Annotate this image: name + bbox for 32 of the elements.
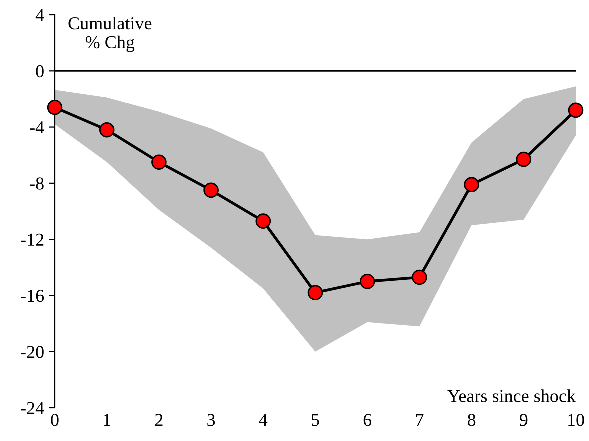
point (256, 214, 272, 229)
point (47, 100, 63, 116)
y-tick-label: -16 (21, 290, 44, 302)
y-tick-label: 0 (36, 65, 44, 78)
point (516, 152, 532, 168)
x-axis-title: Years since shock (448, 390, 576, 402)
point (152, 154, 167, 170)
point (568, 102, 584, 118)
y-tick-label: -20 (21, 346, 44, 358)
y-tick-label: -8 (30, 178, 44, 190)
x-tick-label: 10 (568, 414, 584, 426)
x-tick-label: 2 (155, 414, 163, 426)
point (412, 270, 428, 286)
y-tick-label: -12 (21, 234, 44, 246)
x-tick-label: 6 (364, 414, 372, 426)
y-tick-label: -24 (21, 402, 44, 414)
x-tick-label: 4 (259, 414, 268, 426)
point (464, 177, 480, 192)
x-tick-label: 5 (312, 414, 320, 426)
point (99, 122, 115, 138)
x-tick-label: 8 (468, 414, 476, 426)
point (204, 182, 219, 198)
point (360, 274, 376, 290)
x-tick-label: 9 (520, 414, 528, 426)
y-axis-title: Cumulative % Chg (68, 16, 152, 52)
point (308, 285, 324, 301)
x-tick-label: 7 (416, 414, 424, 426)
x-tick-label: 3 (208, 414, 216, 426)
y-tick-label: 4 (36, 9, 44, 22)
x-tick-label: 0 (51, 414, 59, 426)
x-tick-label: 1 (104, 414, 111, 426)
y-tick-label: -4 (30, 122, 44, 134)
